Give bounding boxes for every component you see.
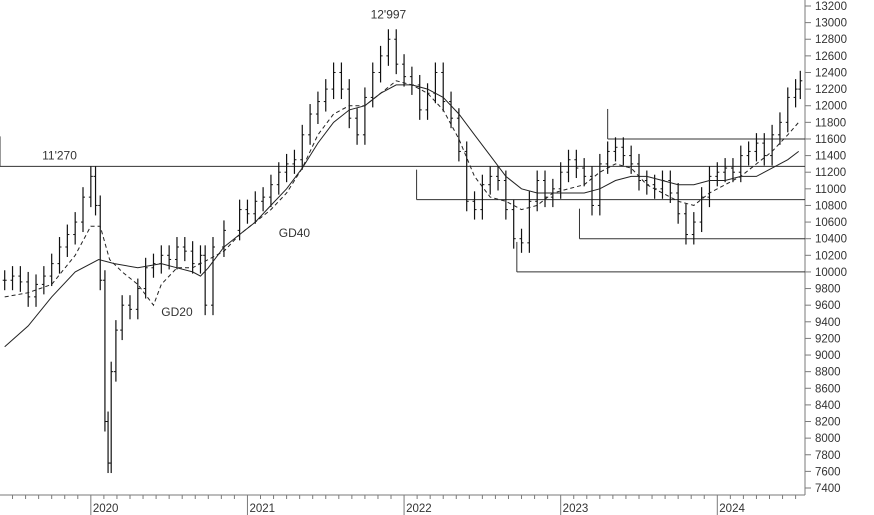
y-tick-label: 7600 [815,466,841,478]
y-tick-label: 10600 [815,217,847,229]
y-tick-label: 12200 [815,84,847,96]
annotation-label: GD20 [161,305,193,319]
annotations: 11'270 12'997 GD40 GD20 [42,7,406,319]
annotation-label: 12'997 [371,7,407,21]
y-tick-label: 13200 [815,1,847,13]
moving-averages [4,80,800,348]
y-tick-label: 11800 [815,117,846,129]
y-tick-label: 8600 [815,383,841,395]
y-tick-label: 10800 [815,200,847,212]
y-tick-label: 11000 [815,184,846,196]
annotation-label: 11'270 [42,149,77,163]
y-tick-label: 12400 [815,67,847,79]
y-tick-label: 10200 [815,250,847,262]
x-tick-label: 2022 [406,503,432,515]
y-tick-label: 8000 [815,433,841,445]
y-tick-label: 7400 [815,483,841,495]
y-tick-label: 7800 [815,450,841,462]
y-tick-label: 9400 [815,317,841,329]
y-tick-label: 11400 [815,151,846,163]
x-tick-label: 2020 [93,503,119,515]
y-tick-label: 12600 [815,51,847,63]
y-axis-ticks: 7400 7600 7800 8000 8200 8400 8600 8800 9000 9200… [805,1,847,495]
y-tick-label: 8400 [815,400,841,412]
y-tick-label: 9200 [815,333,841,345]
y-tick-label: 9000 [815,350,841,362]
x-axis-ticks: 2020 2021 2022 2023 2024 [12,495,797,515]
y-tick-label: 10400 [815,234,847,246]
series-line-gd20 [4,80,800,307]
series-line-gd40 [4,84,800,348]
y-tick-label: 11600 [815,134,846,146]
y-tick-label: 8200 [815,417,841,429]
x-tick-label: 2021 [249,503,275,515]
y-tick-label: 9600 [815,300,841,312]
y-tick-label: 13000 [815,18,847,30]
annotation-label: GD40 [279,226,311,240]
y-tick-label: 10000 [815,267,847,279]
y-tick-label: 9800 [815,284,841,296]
y-tick-label: 8800 [815,367,841,379]
price-bars [2,29,803,474]
horizontal-levels [0,108,805,273]
y-tick-label: 11200 [815,167,846,179]
x-tick-label: 2024 [719,503,745,515]
x-tick-label: 2023 [563,503,589,515]
y-tick-label: 12000 [815,101,847,113]
y-tick-label: 12800 [815,34,847,46]
